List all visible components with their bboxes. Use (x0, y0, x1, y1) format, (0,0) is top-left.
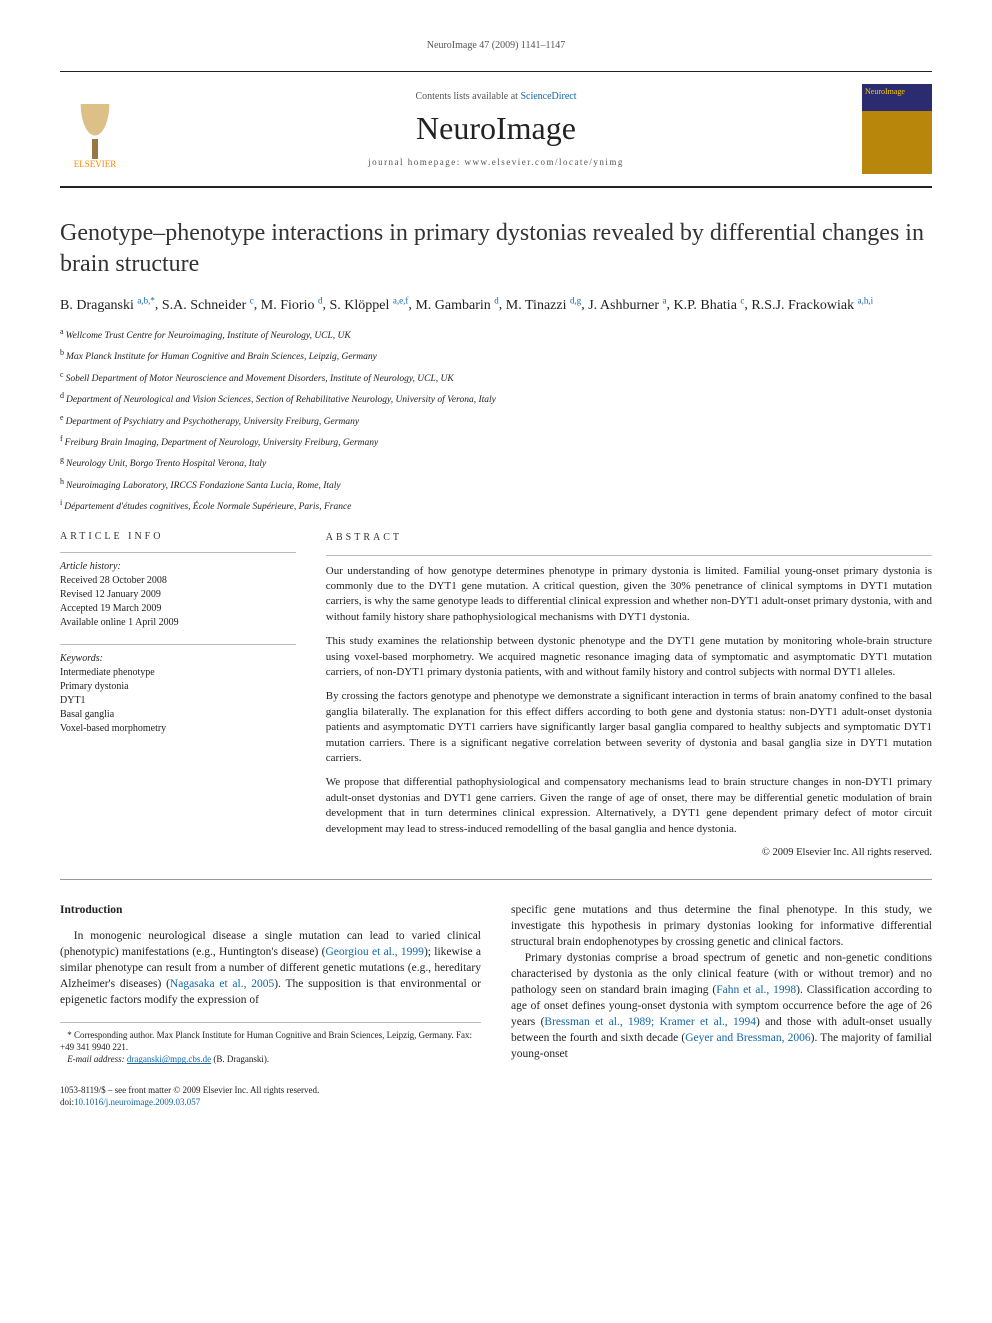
abstract-copyright: © 2009 Elsevier Inc. All rights reserved… (326, 846, 932, 861)
body-left-column: Introduction In monogenic neurological d… (60, 902, 481, 1108)
elsevier-tree-icon (70, 104, 120, 159)
author-affil-marker: a,b, (137, 295, 150, 305)
abstract-paragraph: We propose that differential pathophysio… (326, 775, 932, 837)
history-line: Received 28 October 2008 (60, 574, 296, 588)
journal-header: ELSEVIER Contents lists available at Sci… (60, 71, 932, 188)
citation-link[interactable]: Nagasaka et al., 2005 (170, 978, 274, 990)
keyword-line: Basal ganglia (60, 708, 296, 722)
keywords-heading: Keywords: (60, 653, 296, 664)
keyword-line: Primary dystonia (60, 680, 296, 694)
abstract-paragraph: Our understanding of how genotype determ… (326, 564, 932, 626)
email-link[interactable]: draganski@mpg.cbs.de (127, 1054, 211, 1064)
article-info-label: ARTICLE INFO (60, 531, 296, 542)
author: S.A. Schneider c (162, 298, 254, 313)
section-divider (60, 879, 932, 880)
contents-prefix: Contents lists available at (415, 91, 520, 102)
body-paragraph: specific gene mutations and thus determi… (511, 902, 932, 950)
abstract-paragraph: This study examines the relationship bet… (326, 634, 932, 680)
affiliation-block: a Wellcome Trust Centre for Neuroimaging… (60, 326, 932, 515)
elsevier-logo: ELSEVIER (60, 89, 130, 169)
abstract-column: ABSTRACT Our understanding of how genoty… (326, 531, 932, 861)
article-history-block: Article history: Received 28 October 200… (60, 552, 296, 630)
article-info-column: ARTICLE INFO Article history: Received 2… (60, 531, 296, 861)
affiliation-line: g Neurology Unit, Borgo Trento Hospital … (60, 454, 932, 471)
contents-line: Contents lists available at ScienceDirec… (146, 91, 846, 102)
affiliation-line: a Wellcome Trust Centre for Neuroimaging… (60, 326, 932, 343)
citation-link[interactable]: Fahn et al., 1998 (716, 984, 796, 996)
footer-block: 1053-8119/$ – see front matter © 2009 El… (60, 1084, 481, 1108)
author-affil-marker: c (740, 295, 744, 305)
journal-name: NeuroImage (146, 110, 846, 147)
homepage-url: www.elsevier.com/locate/ynimg (465, 157, 624, 167)
sciencedirect-link[interactable]: ScienceDirect (520, 91, 576, 102)
author-affil-marker: d,g (570, 295, 581, 305)
author-affil-marker: d (318, 295, 323, 305)
cover-label: NeuroImage (865, 87, 905, 96)
abstract-text: Our understanding of how genotype determ… (326, 555, 932, 837)
author: B. Draganski a,b,* (60, 298, 155, 313)
affiliation-line: d Department of Neurological and Vision … (60, 390, 932, 407)
affiliation-line: i Département d'études cognitives, École… (60, 497, 932, 514)
keywords-block: Keywords: Intermediate phenotypePrimary … (60, 644, 296, 736)
keyword-line: Voxel-based morphometry (60, 722, 296, 736)
abstract-label: ABSTRACT (326, 531, 932, 545)
abstract-paragraph: By crossing the factors genotype and phe… (326, 689, 932, 766)
article-title: Genotype–phenotype interactions in prima… (60, 218, 932, 280)
author-affil-marker: a (663, 295, 667, 305)
doi-line: doi:10.1016/j.neuroimage.2009.03.057 (60, 1096, 481, 1108)
affiliation-line: f Freiburg Brain Imaging, Department of … (60, 433, 932, 450)
author: J. Ashburner a (588, 298, 666, 313)
email-line: E-mail address: draganski@mpg.cbs.de (B.… (60, 1053, 481, 1065)
history-line: Revised 12 January 2009 (60, 588, 296, 602)
homepage-prefix: journal homepage: (368, 157, 464, 167)
author: M. Fiorio d (261, 298, 323, 313)
citation-link[interactable]: Geyer and Bressman, 2006 (685, 1032, 810, 1044)
author: K.P. Bhatia c (674, 298, 745, 313)
corresponding-star-icon: * (150, 295, 155, 305)
body-columns: Introduction In monogenic neurological d… (60, 902, 932, 1108)
author-affil-marker: d (494, 295, 499, 305)
journal-cover-thumbnail: NeuroImage (862, 84, 932, 174)
info-abstract-row: ARTICLE INFO Article history: Received 2… (60, 531, 932, 861)
page: NeuroImage 47 (2009) 1141–1147 ELSEVIER … (0, 0, 992, 1158)
header-center: Contents lists available at ScienceDirec… (146, 91, 846, 167)
doi-link[interactable]: 10.1016/j.neuroimage.2009.03.057 (74, 1097, 200, 1107)
introduction-heading: Introduction (60, 902, 481, 918)
author: R.S.J. Frackowiak a,h,i (751, 298, 873, 313)
affiliation-line: e Department of Psychiatry and Psychothe… (60, 412, 932, 429)
author: M. Gambarin d (415, 298, 498, 313)
running-header: NeuroImage 47 (2009) 1141–1147 (60, 40, 932, 51)
footnote-block: * Corresponding author. Max Planck Insti… (60, 1022, 481, 1065)
author: M. Tinazzi d,g (506, 298, 581, 313)
elsevier-label: ELSEVIER (74, 159, 117, 169)
history-line: Accepted 19 March 2009 (60, 602, 296, 616)
citation-link[interactable]: Georgiou et al., 1999 (325, 946, 423, 958)
author-affil-marker: c (250, 295, 254, 305)
front-matter-line: 1053-8119/$ – see front matter © 2009 El… (60, 1084, 481, 1096)
body-right-column: specific gene mutations and thus determi… (511, 902, 932, 1108)
history-line: Available online 1 April 2009 (60, 616, 296, 630)
body-paragraph: Primary dystonias comprise a broad spect… (511, 950, 932, 1063)
history-heading: Article history: (60, 561, 296, 572)
affiliation-line: b Max Planck Institute for Human Cogniti… (60, 347, 932, 364)
keyword-line: Intermediate phenotype (60, 666, 296, 680)
author-list: B. Draganski a,b,*, S.A. Schneider c, M.… (60, 294, 932, 316)
author-affil-marker: a,h,i (858, 295, 874, 305)
citation-link[interactable]: Bressman et al., 1989; Kramer et al., 19… (544, 1016, 756, 1028)
corresponding-author-note: * Corresponding author. Max Planck Insti… (60, 1029, 481, 1053)
author-affil-marker: a,e,f (393, 295, 409, 305)
author: S. Klöppel a,e,f (329, 298, 408, 313)
body-paragraph: In monogenic neurological disease a sing… (60, 928, 481, 1008)
homepage-line: journal homepage: www.elsevier.com/locat… (146, 157, 846, 167)
affiliation-line: c Sobell Department of Motor Neuroscienc… (60, 369, 932, 386)
affiliation-line: h Neuroimaging Laboratory, IRCCS Fondazi… (60, 476, 932, 493)
keyword-line: DYT1 (60, 694, 296, 708)
